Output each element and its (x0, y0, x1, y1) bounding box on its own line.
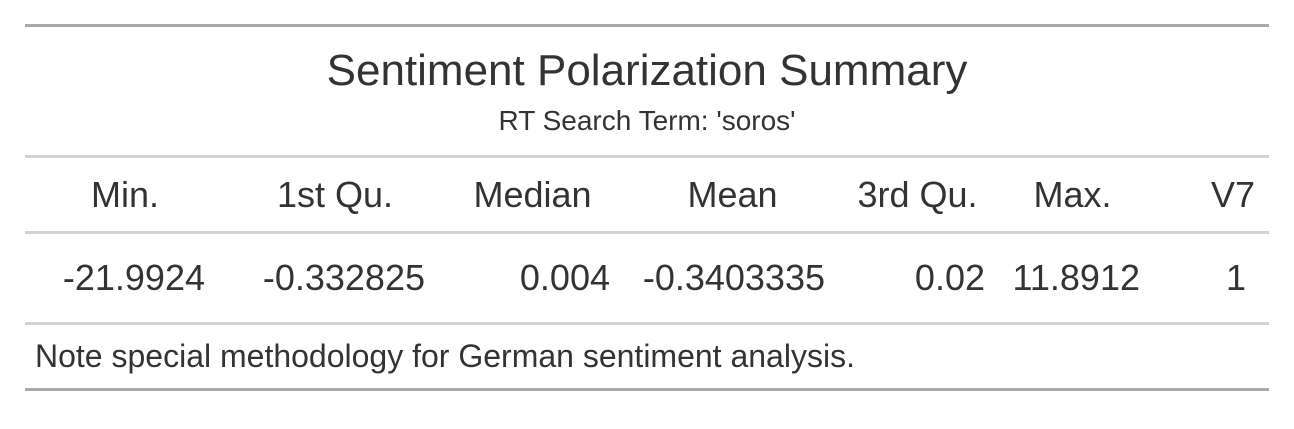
table-body: -21.9924 -0.332825 0.004 -0.3403335 0.02… (25, 232, 1269, 325)
cell-mean: -0.3403335 (620, 232, 845, 325)
data-table: Min. 1st Qu. Median Mean 3rd Qu. Max. V7… (25, 158, 1269, 325)
column-header-min: Min. (25, 158, 225, 234)
cell-median: 0.004 (445, 232, 620, 325)
cell-max: 11.8912 (990, 232, 1155, 325)
column-headers: Min. 1st Qu. Median Mean 3rd Qu. Max. V7 (25, 158, 1269, 234)
table-subtitle: RT Search Term: 'soros' (498, 105, 796, 136)
table-heading: Sentiment Polarization Summary RT Search… (25, 27, 1269, 158)
column-header-v7: V7 (1155, 158, 1269, 234)
summary-table: Sentiment Polarization Summary RT Search… (25, 24, 1269, 391)
table-row: -21.9924 -0.332825 0.004 -0.3403335 0.02… (25, 232, 1269, 325)
cell-v7: 1 (1155, 232, 1269, 325)
cell-1st-qu: -0.332825 (225, 232, 445, 325)
cell-min: -21.9924 (25, 232, 225, 325)
column-header-1st-qu: 1st Qu. (225, 158, 445, 234)
cell-3rd-qu: 0.02 (845, 232, 990, 325)
table-title: Sentiment Polarization Summary (326, 46, 968, 95)
column-header-mean: Mean (620, 158, 845, 234)
column-header-max: Max. (990, 158, 1155, 234)
column-header-median: Median (445, 158, 620, 234)
header-row: Min. 1st Qu. Median Mean 3rd Qu. Max. V7 (25, 158, 1269, 234)
table-footnote: Note special methodology for German sent… (35, 338, 855, 374)
column-header-3rd-qu: 3rd Qu. (845, 158, 990, 234)
